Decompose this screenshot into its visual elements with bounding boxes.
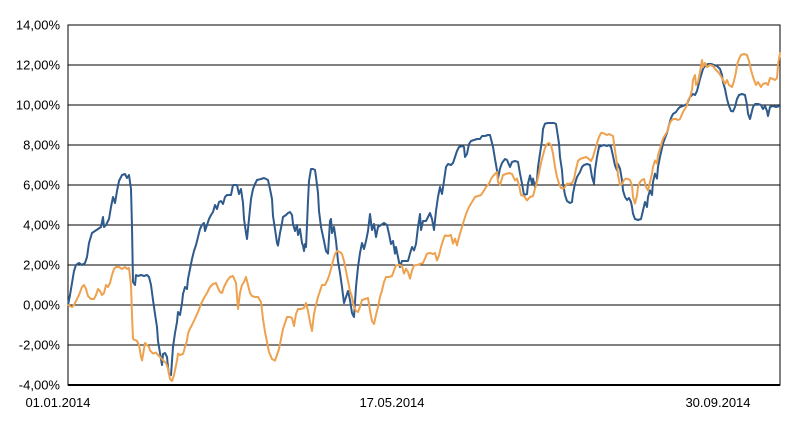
x-tick-label: 17.05.2014 bbox=[359, 395, 424, 410]
series-lines bbox=[67, 52, 781, 382]
y-tick-label: 10,00% bbox=[16, 98, 61, 113]
y-tick-label: 0,00% bbox=[23, 298, 60, 313]
y-tick-label: 4,00% bbox=[23, 218, 60, 233]
blue-series-line bbox=[67, 63, 781, 376]
y-tick-label: -4,00% bbox=[19, 378, 61, 393]
orange-series-line bbox=[67, 52, 781, 382]
x-tick-label: 01.01.2014 bbox=[25, 395, 90, 410]
x-axis-tick-labels: 01.01.2014 17.05.2014 30.09.2014 bbox=[25, 395, 750, 410]
y-tick-label: 2,00% bbox=[23, 258, 60, 273]
y-tick-label: 12,00% bbox=[16, 58, 61, 73]
y-tick-label: 6,00% bbox=[23, 178, 60, 193]
x-tick-label: 30.09.2014 bbox=[685, 395, 750, 410]
gridlines bbox=[67, 24, 781, 386]
y-tick-label: -2,00% bbox=[19, 338, 61, 353]
y-axis-tick-labels: 14,00% 12,00% 10,00% 8,00% 6,00% 4,00% 2,00% 0,… bbox=[16, 18, 61, 393]
y-tick-label: 14,00% bbox=[16, 18, 61, 33]
y-tick-label: 8,00% bbox=[23, 138, 60, 153]
